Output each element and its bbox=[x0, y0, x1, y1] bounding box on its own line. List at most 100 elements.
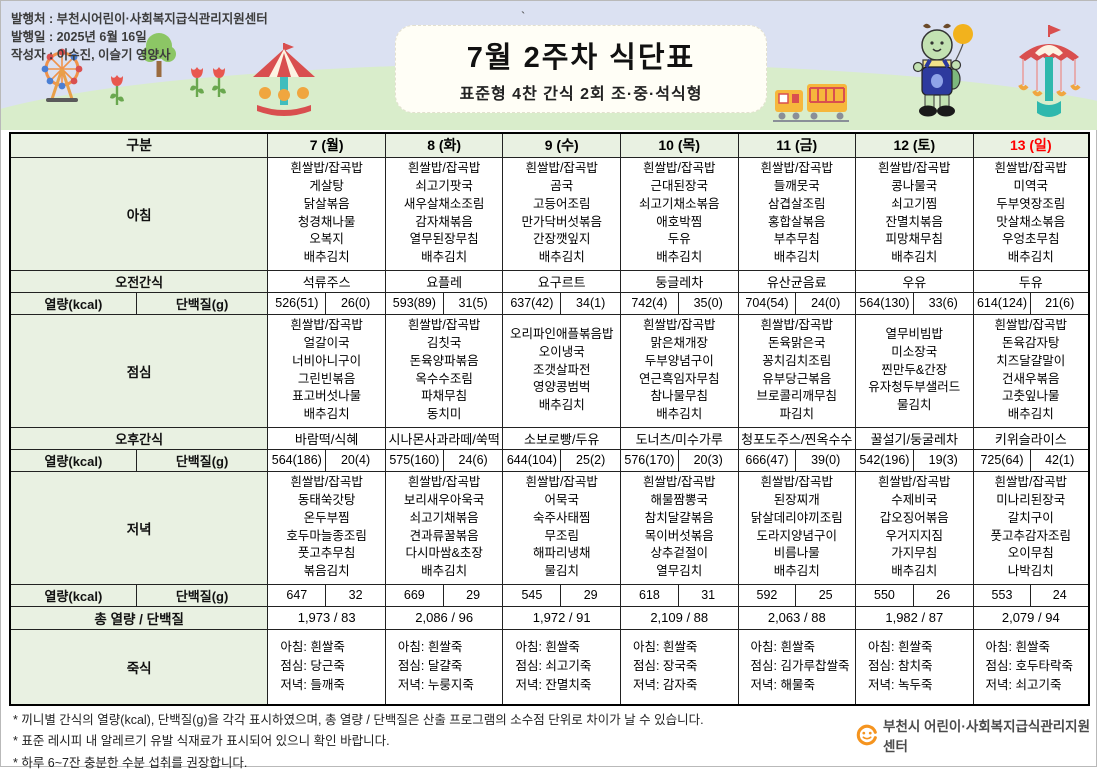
center-logo: 부천시 어린이·사회복지급식관리지원센터 bbox=[856, 715, 1096, 755]
protein-label: 단백질(g) bbox=[135, 583, 269, 607]
porridge-row-label: 죽식 bbox=[9, 628, 269, 706]
breakfast-row-label: 아침 bbox=[9, 156, 269, 271]
total-row: 총 열량 / 단백질 1,973 / 83 2,086 / 96 1,972 /… bbox=[9, 605, 1090, 630]
pm-snack-cell: 소보로빵/두유 bbox=[502, 426, 621, 450]
dinner-nutrition-row: 열량(kcal) 단백질(g) 647 32 669 29 545 29 618… bbox=[9, 583, 1090, 607]
pm-snack-cell: 청포도주스/찐옥수수 bbox=[737, 426, 857, 450]
am-snack-row-label: 오전간식 bbox=[9, 269, 269, 293]
am-snack-cell: 요구르트 bbox=[502, 269, 621, 293]
kcal-cell: 644(104) bbox=[502, 448, 562, 472]
swing-ride-icon bbox=[1018, 25, 1081, 117]
protein-cell: 35(0) bbox=[677, 291, 739, 315]
protein-cell: 32 bbox=[325, 583, 386, 607]
kcal-cell: 666(47) bbox=[737, 448, 797, 472]
menu-table: 구분 7 (월) 8 (화) 9 (수) 10 (목) 11 (금) 12 (토… bbox=[9, 132, 1090, 706]
protein-cell: 21(6) bbox=[1030, 291, 1090, 315]
protein-cell: 34(1) bbox=[560, 291, 621, 315]
kcal-label: 열량(kcal) bbox=[9, 448, 137, 472]
kcal-cell: 576(170) bbox=[619, 448, 679, 472]
protein-cell: 24(6) bbox=[442, 448, 504, 472]
tulip-icon bbox=[190, 67, 204, 97]
smiley-logo-icon bbox=[856, 724, 877, 746]
kcal-cell: 614(124) bbox=[972, 291, 1032, 315]
protein-cell: 31 bbox=[677, 583, 739, 607]
kcal-cell: 618 bbox=[619, 583, 679, 607]
footnotes: * 끼니별 간식의 열량(kcal), 단백질(g)을 각각 표시하였으며, 총… bbox=[13, 710, 704, 774]
breakfast-row: 아침 흰쌀밥/잡곡밥 게살탕 닭살볶음 청경채나물 오복지 배추김치 흰쌀밥/잡… bbox=[9, 156, 1090, 271]
pm-snack-cell: 바람떡/식혜 bbox=[267, 426, 386, 450]
day-header-row: 구분 7 (월) 8 (화) 9 (수) 10 (목) 11 (금) 12 (토… bbox=[9, 132, 1090, 158]
tulip-icon bbox=[110, 75, 124, 105]
protein-cell: 39(0) bbox=[795, 448, 857, 472]
dinner-menu-cell: 흰쌀밥/잡곡밥 수제비국 갑오징어볶음 우거지지짐 가지무침 배추김치 bbox=[855, 470, 974, 585]
lunch-menu-cell: 흰쌀밥/잡곡밥 맑은채개장 두부양념구이 연근흑임자무침 참나물무침 배추김치 bbox=[619, 313, 739, 428]
publisher-line: 발행처 : 부천시어린이·사회복지급식관리지원센터 bbox=[11, 12, 268, 26]
footnote-line: * 표준 레시피 내 알레르기 유발 식재료가 표시되어 있으니 확인 바랍니다… bbox=[13, 734, 390, 749]
porridge-cell: 아침: 흰쌀죽 점심: 당근죽 저녁: 들깨죽 bbox=[267, 628, 386, 706]
kcal-cell: 592 bbox=[737, 583, 797, 607]
am-snack-cell: 유산균음료 bbox=[737, 269, 857, 293]
lunch-menu-cell: 흰쌀밥/잡곡밥 김칫국 돈육양파볶음 옥수수조림 파채무침 동치미 bbox=[384, 313, 504, 428]
day-header-cell: 7 (월) bbox=[267, 132, 386, 158]
kcal-cell: 575(160) bbox=[384, 448, 444, 472]
page-title: 7월 2주차 식단표 bbox=[466, 42, 696, 74]
breakfast-menu-cell: 흰쌀밥/잡곡밥 콩나물국 쇠고기찜 잔멸치볶음 피망채무침 배추김치 bbox=[855, 156, 974, 271]
protein-cell: 42(1) bbox=[1030, 448, 1090, 472]
protein-cell: 31(5) bbox=[442, 291, 504, 315]
protein-cell: 29 bbox=[442, 583, 504, 607]
kcal-cell: 725(64) bbox=[972, 448, 1032, 472]
tree-icon bbox=[142, 33, 176, 77]
breakfast-nutrition-row: 열량(kcal) 단백질(g) 526(51) 26(0) 593(89) 31… bbox=[9, 291, 1090, 315]
protein-label: 단백질(g) bbox=[135, 291, 269, 315]
ferris-wheel-icon bbox=[41, 48, 83, 102]
porridge-cell: 아침: 흰쌀죽 점심: 달걀죽 저녁: 누룽지죽 bbox=[384, 628, 504, 706]
header-banner: 발행처 : 부천시어린이·사회복지급식관리지원센터 발행일 : 2025년 6월… bbox=[1, 1, 1097, 130]
train-icon bbox=[773, 84, 849, 122]
protein-cell: 24 bbox=[1030, 583, 1090, 607]
dinner-menu-cell: 흰쌀밥/잡곡밥 보리새우아욱국 쇠고기채볶음 견과류꿀볶음 다시마쌈&초장 배추… bbox=[384, 470, 504, 585]
breakfast-menu-cell: 흰쌀밥/잡곡밥 쇠고기팟국 새우살채소조림 감자채볶음 열무된장무침 배추김치 bbox=[384, 156, 504, 271]
protein-cell: 26(0) bbox=[325, 291, 386, 315]
porridge-cell: 아침: 흰쌀죽 점심: 김가루찹쌀죽 저녁: 해물죽 bbox=[737, 628, 857, 706]
kcal-label: 열량(kcal) bbox=[9, 291, 137, 315]
dinner-row: 저녁 흰쌀밥/잡곡밥 동태쑥갓탕 온두부찜 호두마늘종조림 풋고추무침 볶음김치… bbox=[9, 470, 1090, 585]
kcal-label: 열량(kcal) bbox=[9, 583, 137, 607]
protein-cell: 24(0) bbox=[795, 291, 857, 315]
pm-snack-cell: 시나몬사과라떼/쑥떡 bbox=[384, 426, 504, 450]
kcal-cell: 704(54) bbox=[737, 291, 797, 315]
kcal-cell: 742(4) bbox=[619, 291, 679, 315]
dinner-menu-cell: 흰쌀밥/잡곡밥 동태쑥갓탕 온두부찜 호두마늘종조림 풋고추무침 볶음김치 bbox=[267, 470, 386, 585]
tulip-icon bbox=[212, 67, 226, 97]
kcal-cell: 593(89) bbox=[384, 291, 444, 315]
footnote-line: * 끼니별 간식의 열량(kcal), 단백질(g)을 각각 표시하였으며, 총… bbox=[13, 713, 704, 727]
day-header-cell: 11 (금) bbox=[737, 132, 857, 158]
lunch-row: 점심 흰쌀밥/잡곡밥 얼갈이국 너비아니구이 그린빈볶음 표고버섯나물 배추김치… bbox=[9, 313, 1090, 428]
carousel-icon bbox=[253, 43, 315, 116]
breakfast-menu-cell: 흰쌀밥/잡곡밥 근대된장국 쇠고기채소볶음 애호박찜 두유 배추김치 bbox=[619, 156, 739, 271]
breakfast-menu-cell: 흰쌀밥/잡곡밥 게살탕 닭살볶음 청경채나물 오복지 배추김치 bbox=[267, 156, 386, 271]
total-cell: 2,109 / 88 bbox=[619, 605, 739, 630]
kcal-cell: 669 bbox=[384, 583, 444, 607]
kcal-cell: 564(186) bbox=[267, 448, 327, 472]
title-box: 7월 2주차 식단표 표준형 4찬 간식 2회 조·중·석식형 bbox=[395, 25, 767, 113]
lunch-menu-cell: 흰쌀밥/잡곡밥 돈육맑은국 꽁치김치조림 유부당근볶음 브로콜리깨무침 파김치 bbox=[737, 313, 857, 428]
breakfast-menu-cell: 흰쌀밥/잡곡밥 들깨뭇국 삼겹살조림 홍합살볶음 부추무침 배추김치 bbox=[737, 156, 857, 271]
total-cell: 1,973 / 83 bbox=[267, 605, 386, 630]
porridge-cell: 아침: 흰쌀죽 점심: 호두타락죽 저녁: 쇠고기죽 bbox=[972, 628, 1090, 706]
breakfast-menu-cell: 흰쌀밥/잡곡밥 미역국 두부엿장조림 맛살채소볶음 우엉초무침 배추김치 bbox=[972, 156, 1090, 271]
am-snack-cell: 둥글레차 bbox=[619, 269, 739, 293]
publication-info: 발행처 : 부천시어린이·사회복지급식관리지원센터 발행일 : 2025년 6월… bbox=[11, 10, 268, 64]
protein-cell: 25 bbox=[795, 583, 857, 607]
kcal-cell: 545 bbox=[502, 583, 562, 607]
kcal-cell: 542(196) bbox=[855, 448, 914, 472]
kcal-cell: 637(42) bbox=[502, 291, 562, 315]
total-cell: 1,972 / 91 bbox=[502, 605, 621, 630]
day-header-cell: 10 (목) bbox=[619, 132, 739, 158]
protein-cell: 20(3) bbox=[677, 448, 739, 472]
porridge-cell: 아침: 흰쌀죽 점심: 참치죽 저녁: 녹두죽 bbox=[855, 628, 974, 706]
kcal-cell: 550 bbox=[855, 583, 914, 607]
issue-date-line: 발행일 : 2025년 6월 16일 bbox=[11, 30, 147, 45]
kcal-cell: 526(51) bbox=[267, 291, 327, 315]
protein-label: 단백질(g) bbox=[135, 448, 269, 472]
breakfast-menu-cell: 흰쌀밥/잡곡밥 곰국 고등어조림 만가닥버섯볶음 간장깻잎지 배추김치 bbox=[502, 156, 621, 271]
